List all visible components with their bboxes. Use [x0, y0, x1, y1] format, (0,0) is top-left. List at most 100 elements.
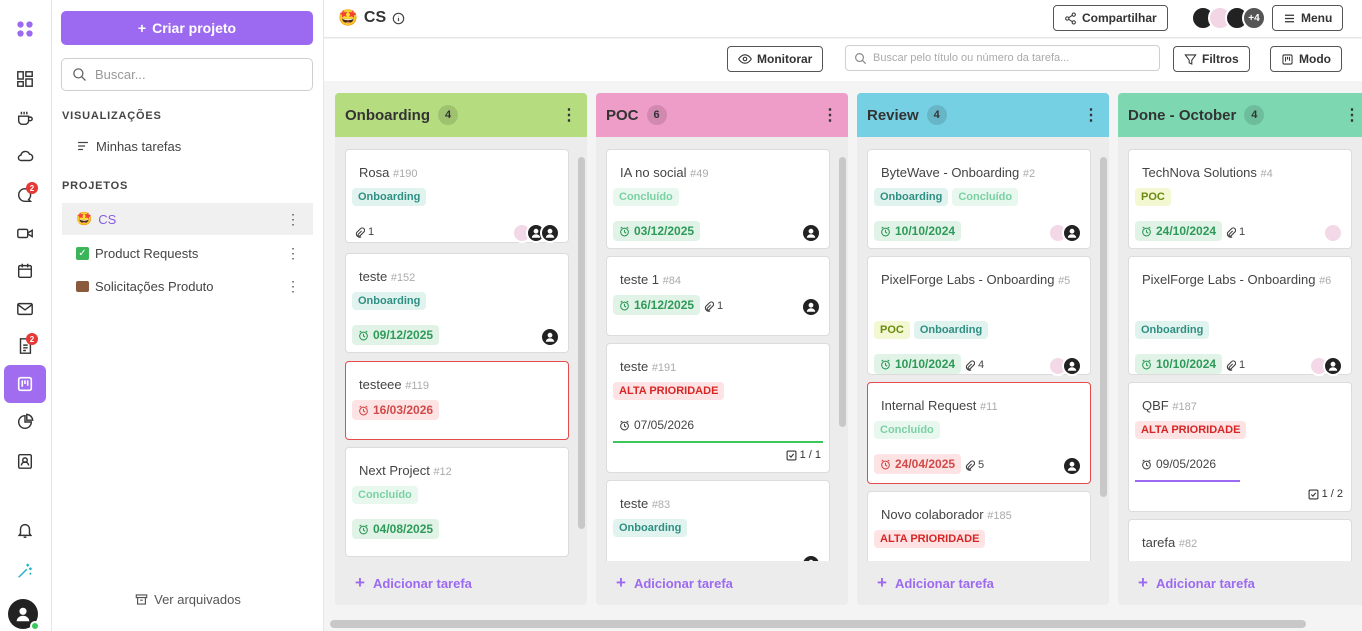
- tag-list: Onboarding: [352, 188, 427, 206]
- task-title: teste #83: [620, 495, 810, 514]
- dashboard-icon[interactable]: [10, 64, 40, 94]
- calendar-icon[interactable]: [10, 256, 40, 286]
- task-card[interactable]: IA no social #49 Concluído 03/12/2025: [606, 149, 830, 249]
- more-options-icon[interactable]: ⋮: [286, 277, 300, 294]
- task-card[interactable]: Rosa #190 Onboarding 1: [345, 149, 569, 243]
- mode-button[interactable]: Modo: [1270, 46, 1342, 72]
- column-title: POC: [606, 106, 639, 124]
- due-date-text: 09/12/2025: [373, 328, 434, 342]
- task-title: TechNova Solutions #4: [1142, 164, 1332, 183]
- card-list[interactable]: TechNova Solutions #4 POC 24/10/2024 1 Pixel…: [1118, 137, 1362, 561]
- more-options-icon[interactable]: ⋮: [1083, 107, 1099, 124]
- add-task-button[interactable]: + Adicionar tarefa: [857, 561, 1109, 605]
- assignee-avatars[interactable]: [1048, 356, 1082, 376]
- assignee-avatars[interactable]: [1048, 223, 1082, 243]
- task-number: #49: [690, 168, 709, 180]
- add-task-label: Adicionar tarefa: [372, 575, 472, 591]
- assignee-avatars[interactable]: [1309, 356, 1343, 376]
- horizontal-scrollbar[interactable]: [330, 620, 1306, 628]
- assignee-avatars[interactable]: [1062, 456, 1082, 476]
- more-options-icon[interactable]: ⋮: [286, 244, 300, 261]
- due-date-text: 04/08/2025: [373, 522, 434, 536]
- sidebar-search-input[interactable]: Buscar...: [61, 58, 313, 91]
- add-task-button[interactable]: + Adicionar tarefa: [1118, 561, 1362, 605]
- task-card[interactable]: PixelForge Labs - Onboarding #5 POC Onboar…: [867, 256, 1091, 376]
- more-options-icon[interactable]: ⋮: [1344, 107, 1360, 124]
- more-options-icon[interactable]: ⋮: [286, 210, 300, 227]
- bell-icon[interactable]: [10, 515, 40, 545]
- kanban-column: Onboarding 4 ⋮ Rosa #190 Onboarding 1 teste #1…: [335, 93, 587, 605]
- task-card[interactable]: TechNova Solutions #4 POC 24/10/2024 1: [1128, 149, 1352, 249]
- task-card[interactable]: teste #152 Onboarding 09/12/2025: [345, 253, 569, 353]
- column-scrollbar[interactable]: [1100, 157, 1107, 497]
- task-title-text: testeee: [359, 377, 402, 392]
- paperclip-icon: [354, 226, 365, 238]
- sidebar-project-product-requests[interactable]: ✓ Product Requests ⋮: [62, 237, 313, 269]
- kanban-icon[interactable]: [4, 365, 46, 403]
- coffee-icon[interactable]: [10, 103, 40, 133]
- user-avatar[interactable]: [8, 599, 40, 631]
- document-icon[interactable]: 2: [10, 331, 40, 361]
- add-task-button[interactable]: + Adicionar tarefa: [596, 561, 848, 605]
- task-card[interactable]: tarefa #82: [1128, 519, 1352, 561]
- video-icon[interactable]: [10, 218, 40, 248]
- sidebar: + Criar projeto Buscar... VISUALIZAÇÕES M…: [52, 0, 324, 631]
- assignee-avatars[interactable]: [1323, 223, 1343, 243]
- more-options-icon[interactable]: ⋮: [561, 107, 577, 124]
- task-card[interactable]: Internal Request #11 Concluído 24/04/2025 5: [867, 382, 1091, 484]
- attachments-count: 1: [354, 226, 374, 238]
- add-task-button[interactable]: + Adicionar tarefa: [335, 561, 587, 605]
- task-card[interactable]: QBF #187 ALTA PRIORIDADE 09/05/2026 1 / 2: [1128, 382, 1352, 512]
- info-icon[interactable]: [392, 12, 405, 25]
- task-number: #119: [405, 380, 429, 392]
- alarm-clock-icon: [358, 405, 369, 416]
- alarm-clock-icon: [880, 459, 891, 470]
- pie-chart-icon[interactable]: [10, 407, 40, 437]
- share-button[interactable]: Compartilhar: [1053, 5, 1168, 31]
- task-card[interactable]: ByteWave - Onboarding #2 Onboarding Conclu…: [867, 149, 1091, 249]
- member-avatars[interactable]: +4: [1191, 6, 1266, 30]
- task-card[interactable]: teste #83 Onboarding: [606, 480, 830, 561]
- sidebar-item-my-tasks[interactable]: Minhas tarefas: [62, 130, 313, 162]
- card-list[interactable]: Rosa #190 Onboarding 1 teste #152 Onboarding…: [335, 137, 587, 561]
- task-number: #190: [392, 168, 418, 180]
- card-list[interactable]: ByteWave - Onboarding #2 Onboarding Conclu…: [857, 137, 1109, 561]
- monitor-button[interactable]: Monitorar: [727, 46, 824, 72]
- sidebar-project-cs[interactable]: 🤩 CS ⋮: [62, 203, 313, 235]
- menu-button[interactable]: Menu: [1272, 5, 1344, 31]
- create-project-button[interactable]: + Criar projeto: [61, 11, 313, 45]
- card-list[interactable]: IA no social #49 Concluído 03/12/2025 teste…: [596, 137, 848, 561]
- view-archived-link[interactable]: Ver arquivados: [52, 592, 324, 607]
- assignee-avatars[interactable]: [540, 327, 560, 347]
- tag-badge: ALTA PRIORIDADE: [1135, 421, 1247, 439]
- due-date: 10/10/2024: [1135, 354, 1223, 374]
- task-card[interactable]: Next Project #12 Concluído 04/08/2025: [345, 447, 569, 557]
- assignee-avatars[interactable]: [512, 223, 560, 243]
- column-scrollbar[interactable]: [839, 157, 846, 427]
- task-card[interactable]: Novo colaborador #185 ALTA PRIORIDADE: [867, 491, 1091, 561]
- app-logo-icon[interactable]: [10, 14, 40, 44]
- task-card[interactable]: teste 1 #84 16/12/2025 1: [606, 256, 830, 336]
- task-search-input[interactable]: Buscar pelo título ou número da tarefa..…: [845, 45, 1160, 71]
- paperclip-icon: [964, 359, 975, 371]
- contacts-icon[interactable]: [10, 446, 40, 476]
- mail-icon[interactable]: [10, 294, 40, 324]
- task-card[interactable]: testeee #119 16/03/2026: [345, 361, 569, 440]
- subtask-count-text: 1 / 1: [799, 449, 821, 461]
- more-options-icon[interactable]: ⋮: [822, 107, 838, 124]
- attachments-count-text: 1: [368, 226, 375, 238]
- task-card[interactable]: teste #191 ALTA PRIORIDADE 07/05/2026 1 / 1: [606, 343, 830, 473]
- avatar: [1323, 223, 1343, 243]
- task-title: Next Project #12: [359, 462, 549, 481]
- assignee-avatars[interactable]: [801, 223, 821, 243]
- cloud-icon[interactable]: [10, 141, 40, 171]
- assignee-avatars[interactable]: [801, 297, 821, 317]
- task-card[interactable]: PixelForge Labs - Onboarding #6 Onboardin…: [1128, 256, 1352, 376]
- column-scrollbar[interactable]: [578, 157, 585, 529]
- assignee-avatars[interactable]: [801, 554, 821, 561]
- sidebar-project-solicitacoes-produto[interactable]: Solicitações Produto ⋮: [62, 270, 313, 302]
- magic-wand-icon[interactable]: [10, 556, 40, 586]
- tag-badge: Onboarding: [613, 519, 688, 537]
- filters-button[interactable]: Filtros: [1173, 46, 1250, 72]
- chat-icon[interactable]: 2: [10, 180, 40, 210]
